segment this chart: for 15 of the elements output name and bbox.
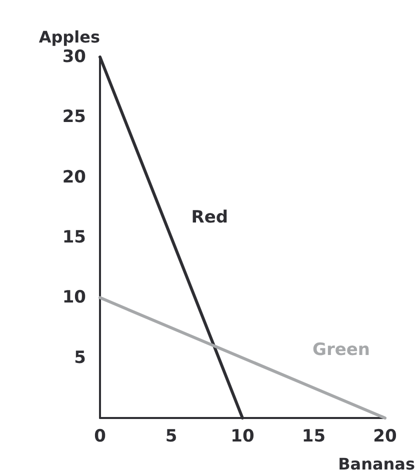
x-axis-title: Bananas (338, 454, 415, 474)
y-tick-label: 25 (62, 107, 86, 128)
series-label: Green (312, 340, 370, 360)
x-tick-label: 20 (373, 426, 397, 446)
y-tick-label: 15 (62, 228, 86, 248)
y-axis-title: Apples (38, 28, 100, 46)
y-tick-label: 30 (62, 47, 86, 67)
x-tick-label: 10 (230, 426, 254, 446)
y-tick-label: 10 (62, 288, 86, 308)
y-tick-label: 5 (74, 348, 86, 368)
x-tick-label: 5 (165, 426, 178, 446)
series-label: Red (191, 208, 228, 228)
x-tick-label: 15 (302, 426, 326, 446)
y-tick-label: 20 (62, 167, 86, 188)
x-tick-label: 0 (94, 426, 106, 446)
